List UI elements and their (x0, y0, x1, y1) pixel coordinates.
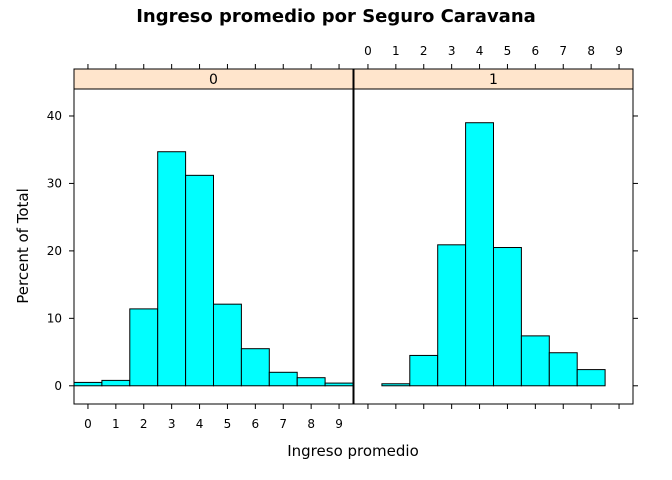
x-tick-label: 5 (504, 44, 512, 58)
histogram-bar (296, 377, 326, 387)
x-tick-label: 7 (559, 44, 567, 58)
histogram-bar (324, 382, 354, 387)
x-tick-label: 7 (279, 417, 287, 431)
histogram-bar (548, 352, 578, 387)
histogram-bar (493, 247, 522, 387)
x-tick-label: 6 (252, 417, 260, 431)
histogram-bar (576, 369, 606, 387)
x-axis-label: Ingreso promedio (287, 442, 419, 460)
panel-border (73, 88, 354, 405)
panel-strip-label: 0 (209, 72, 218, 88)
histogram-bar (101, 379, 131, 387)
x-tick-label: 8 (307, 417, 315, 431)
histogram-bar (465, 122, 495, 387)
y-tick-label: 30 (47, 176, 62, 190)
histogram-bar (73, 381, 103, 387)
histogram-bar (520, 335, 550, 387)
x-tick-label: 3 (168, 417, 176, 431)
histogram-bar (213, 303, 242, 387)
histogram-bar (129, 308, 159, 387)
x-tick-label: 5 (224, 417, 232, 431)
histogram-bar (437, 244, 467, 387)
y-tick-label: 0 (54, 379, 62, 393)
y-tick-label: 40 (47, 109, 62, 123)
histogram-bar (409, 354, 439, 387)
chart-title: Ingreso promedio por Seguro Caravana (136, 6, 536, 27)
x-tick-label: 1 (112, 417, 120, 431)
x-tick-label: 3 (448, 44, 456, 58)
histogram-bar (157, 151, 187, 387)
x-tick-label: 0 (364, 44, 372, 58)
x-tick-label: 4 (196, 417, 204, 431)
y-tick-label: 20 (47, 244, 62, 258)
x-tick-label: 8 (587, 44, 595, 58)
panel-strip-label: 1 (489, 72, 498, 88)
x-tick-label: 9 (335, 417, 343, 431)
x-tick-label: 1 (392, 44, 400, 58)
x-tick-label: 0 (84, 417, 92, 431)
histogram-bar (268, 371, 298, 387)
histogram-bar (185, 174, 215, 387)
y-axis-label: Percent of Total (14, 188, 32, 303)
x-tick-label: 2 (420, 44, 428, 58)
x-tick-label: 9 (615, 44, 623, 58)
x-tick-label: 2 (140, 417, 148, 431)
x-tick-label: 4 (476, 44, 484, 58)
histogram-bar (381, 383, 411, 387)
y-tick-label: 10 (47, 311, 62, 325)
histogram-bar (240, 348, 270, 387)
panel-border (353, 88, 634, 405)
x-tick-label: 6 (532, 44, 540, 58)
